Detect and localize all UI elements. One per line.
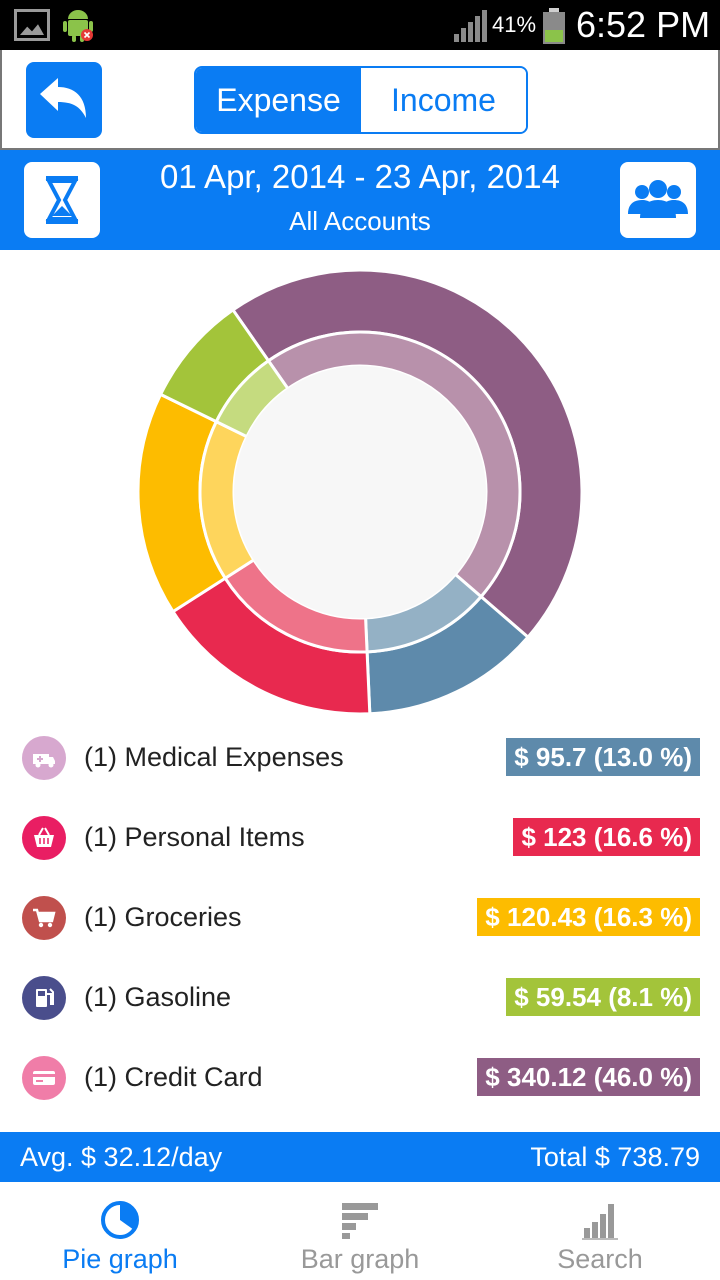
category-label: (1) Personal Items xyxy=(84,822,305,852)
signal-strength-icon xyxy=(454,10,487,42)
hourglass-icon xyxy=(45,176,79,224)
category-amount-badge: $ 59.54 (8.1 %) xyxy=(506,978,700,1016)
category-row-gasoline[interactable]: (1) Gasoline $ 59.54 (8.1 %) xyxy=(0,960,720,1040)
category-amount-badge: $ 340.12 (46.0 %) xyxy=(477,1058,700,1096)
tab-income[interactable]: Income xyxy=(361,68,526,132)
expense-income-toggle: Expense Income xyxy=(194,66,528,134)
group-users-icon xyxy=(628,180,688,218)
category-label: (1) Groceries xyxy=(84,902,242,932)
gas-pump-icon xyxy=(22,976,66,1020)
donut-hole xyxy=(234,366,486,618)
nav-label: Search xyxy=(557,1244,643,1274)
gallery-notification-icon xyxy=(14,9,50,41)
date-range-button[interactable] xyxy=(24,162,100,238)
back-button[interactable] xyxy=(26,62,102,138)
category-row-personal-items[interactable]: (1) Personal Items $ 123 (16.6 %) xyxy=(0,800,720,880)
battery-percent: 41% xyxy=(492,12,537,37)
category-amount-badge: $ 120.43 (16.3 %) xyxy=(477,898,700,936)
expense-pie-chart[interactable] xyxy=(0,250,720,730)
total-amount: Total $ 738.79 xyxy=(530,1142,700,1172)
status-bar: 41% 6:52 PM xyxy=(0,0,720,50)
nav-pie-graph[interactable]: Pie graph xyxy=(0,1182,240,1280)
battery-icon xyxy=(543,8,565,44)
pie-chart-icon xyxy=(101,1201,139,1239)
date-range-text[interactable]: 01 Apr, 2014 - 23 Apr, 2014 xyxy=(160,158,560,195)
ambulance-icon xyxy=(22,736,66,780)
top-bar: Expense Income xyxy=(0,50,720,150)
android-notification-icon xyxy=(63,10,93,42)
nav-label: Bar graph xyxy=(300,1244,420,1274)
category-label: (1) Credit Card xyxy=(84,1062,263,1092)
date-bar: 01 Apr, 2014 - 23 Apr, 2014 All Accounts xyxy=(0,150,720,250)
nav-bar-graph[interactable]: Bar graph xyxy=(240,1182,480,1280)
clock: 6:52 PM xyxy=(576,4,711,45)
category-amount-badge: $ 123 (16.6 %) xyxy=(513,818,700,856)
category-row-credit-card[interactable]: (1) Credit Card $ 340.12 (46.0 %) xyxy=(0,1040,720,1120)
average-per-day: Avg. $ 32.12/day xyxy=(20,1142,223,1172)
accounts-filter-text[interactable]: All Accounts xyxy=(289,206,431,236)
credit-card-icon xyxy=(22,1056,66,1100)
tab-expense[interactable]: Expense xyxy=(196,68,361,132)
cart-icon xyxy=(22,896,66,940)
accounts-button[interactable] xyxy=(620,162,696,238)
nav-search[interactable]: Search xyxy=(480,1182,720,1280)
category-label: (1) Gasoline xyxy=(84,982,232,1012)
category-row-medical[interactable]: (1) Medical Expenses $ 95.7 (13.0 %) xyxy=(0,720,720,800)
category-amount-badge: $ 95.7 (13.0 %) xyxy=(506,738,700,776)
back-arrow-icon xyxy=(40,78,86,118)
category-row-groceries[interactable]: (1) Groceries $ 120.43 (16.3 %) xyxy=(0,880,720,960)
bar-chart-icon xyxy=(342,1203,378,1239)
summary-bar: Avg. $ 32.12/day Total $ 738.79 xyxy=(0,1132,720,1182)
nav-label: Pie graph xyxy=(62,1244,178,1274)
basket-icon xyxy=(22,816,66,860)
search-chart-icon xyxy=(582,1204,618,1240)
category-label: (1) Medical Expenses xyxy=(84,742,344,772)
bottom-navigation: Pie graph Bar graph Search xyxy=(0,1182,720,1280)
